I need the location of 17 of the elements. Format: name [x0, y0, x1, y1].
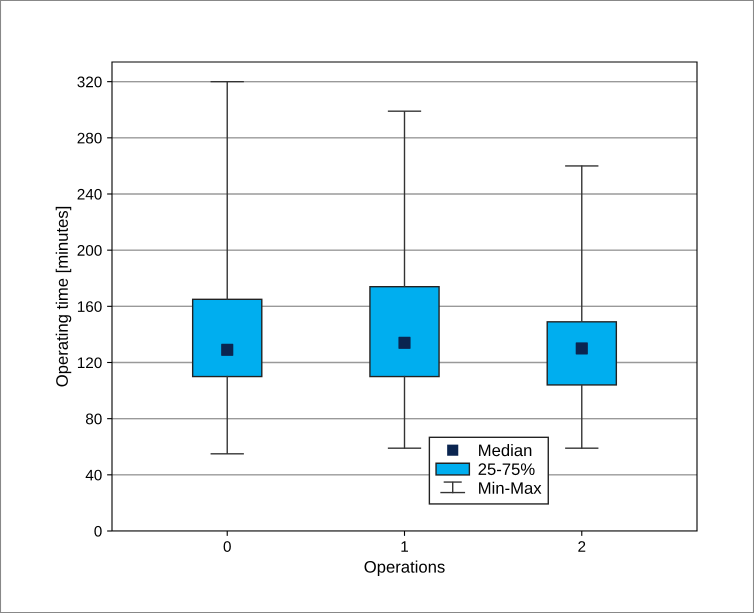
y-tick-label: 320 [77, 76, 102, 88]
x-axis-title: Operations [364, 560, 445, 576]
y-tick-label: 160 [78, 301, 102, 312]
annotation: Min-Max [479, 482, 542, 494]
x-tick-label: 1 [401, 541, 408, 552]
x-tick-label: 2 [578, 541, 586, 552]
y-tick-label: 240 [78, 188, 102, 200]
y-tick-label: 280 [78, 132, 102, 144]
legend-label: 25-75% [478, 463, 535, 476]
x-tick-label: 0 [224, 541, 231, 552]
y-tick-label: 0 [94, 526, 102, 537]
y-tick-label: 120 [78, 357, 102, 368]
y-tick-label: 200 [78, 245, 102, 256]
annotation: Median [479, 444, 532, 456]
y-tick-label: 40 [86, 470, 102, 481]
y-tick-label: 80 [86, 414, 102, 424]
y-axis-title: Operating time [minutes] [56, 206, 72, 386]
